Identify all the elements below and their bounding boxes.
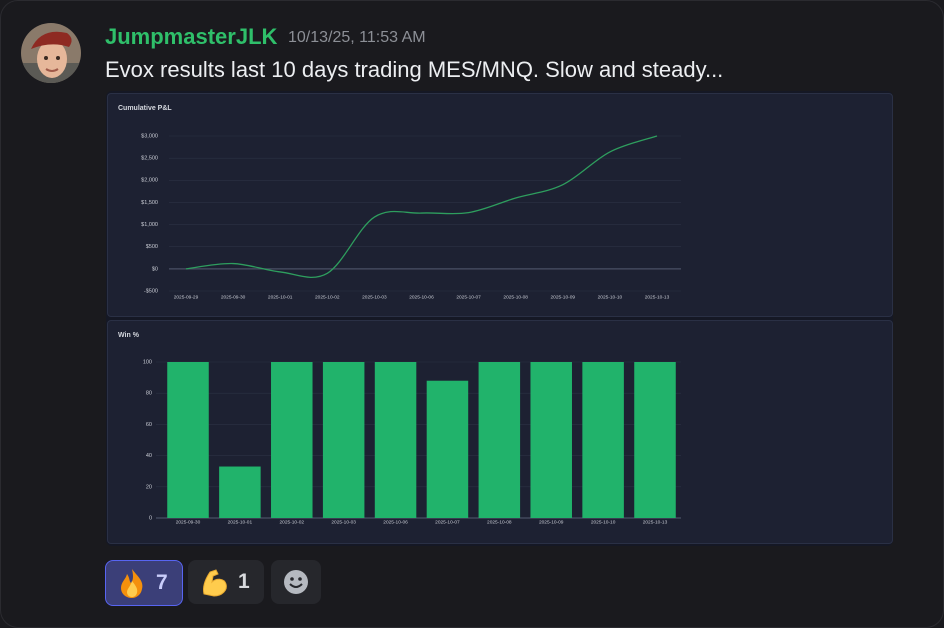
bar [374, 362, 417, 518]
chart-title: Win % [118, 332, 140, 339]
y-tick-label: $3,000 [141, 133, 158, 139]
bar [219, 466, 261, 518]
x-tick-label: 2025-10-06 [383, 519, 408, 525]
x-tick-label: 2025-10-08 [503, 294, 528, 300]
y-tick-label: $500 [146, 244, 158, 250]
x-tick-label: 2025-10-10 [591, 519, 616, 525]
x-tick-label: 2025-10-06 [409, 294, 434, 300]
x-tick-label: 2025-10-13 [643, 519, 668, 525]
y-tick-label: 20 [146, 484, 152, 490]
author-name[interactable]: JumpmasterJLK [105, 24, 278, 49]
x-tick-label: 2025-10-03 [362, 294, 387, 300]
pnl-chart: Cumulative P&L -$500 $0 $500 $1,000 $1,500 $2,… [107, 93, 893, 317]
x-tick-label: 2025-09-30 [221, 294, 246, 300]
x-tick-label: 2025-10-02 [315, 294, 340, 300]
x-tick-label: 2025-10-02 [280, 519, 305, 525]
y-tick-label: 100 [143, 359, 152, 365]
avatar[interactable] [21, 23, 81, 83]
y-tick-label: 60 [146, 422, 152, 428]
fire-emoji [121, 569, 143, 598]
y-tick-label: 0 [149, 515, 152, 521]
reaction-muscle[interactable]: 1 [188, 560, 264, 604]
y-tick-label: $0 [152, 266, 158, 272]
y-tick-label: $1,000 [141, 222, 158, 228]
x-tick-label: 2025-10-07 [435, 519, 460, 525]
y-tick-label: $1,500 [141, 200, 158, 206]
x-tick-label: 2025-09-30 [176, 519, 201, 525]
message-text: Evox results last 10 days trading MES/MN… [105, 57, 724, 82]
win-chart: Win % 0 20 40 60 80 100 2025-09-30 2025-10-01 202… [107, 320, 893, 544]
y-tick-label: 40 [146, 453, 152, 459]
muscle-emoji [203, 569, 227, 597]
x-tick-label: 2025-10-09 [539, 519, 564, 525]
bar [271, 362, 313, 518]
x-tick-label: 2025-10-09 [551, 294, 576, 300]
y-tick-label: 80 [146, 391, 152, 397]
reaction-fire[interactable]: 7 [105, 560, 183, 606]
timestamp: 10/13/25, 11:53 AM [288, 29, 426, 46]
y-tick-label: -$500 [144, 288, 158, 294]
x-tick-label: 2025-10-08 [487, 519, 512, 525]
bar [167, 362, 209, 518]
x-tick-label: 2025-09-29 [174, 294, 199, 300]
x-tick-label: 2025-10-10 [598, 294, 623, 300]
bar [478, 362, 521, 518]
x-tick-label: 2025-10-03 [331, 519, 356, 525]
chart-title: Cumulative P&L [118, 105, 172, 112]
bar [582, 362, 624, 518]
bar [530, 362, 572, 518]
reaction-count: 1 [238, 570, 250, 593]
x-tick-label: 2025-10-13 [645, 294, 670, 300]
smiley-icon [284, 570, 308, 594]
bar [634, 362, 676, 518]
x-tick-label: 2025-10-07 [456, 294, 481, 300]
add-reaction-button[interactable] [271, 560, 321, 604]
line [185, 135, 658, 278]
x-tick-label: 2025-10-01 [228, 519, 253, 525]
y-tick-label: $2,500 [141, 156, 158, 162]
reaction-count: 7 [156, 571, 168, 594]
y-tick-label: $2,000 [141, 178, 158, 184]
bar [322, 362, 365, 518]
x-tick-label: 2025-10-01 [268, 294, 293, 300]
bar [426, 380, 469, 518]
